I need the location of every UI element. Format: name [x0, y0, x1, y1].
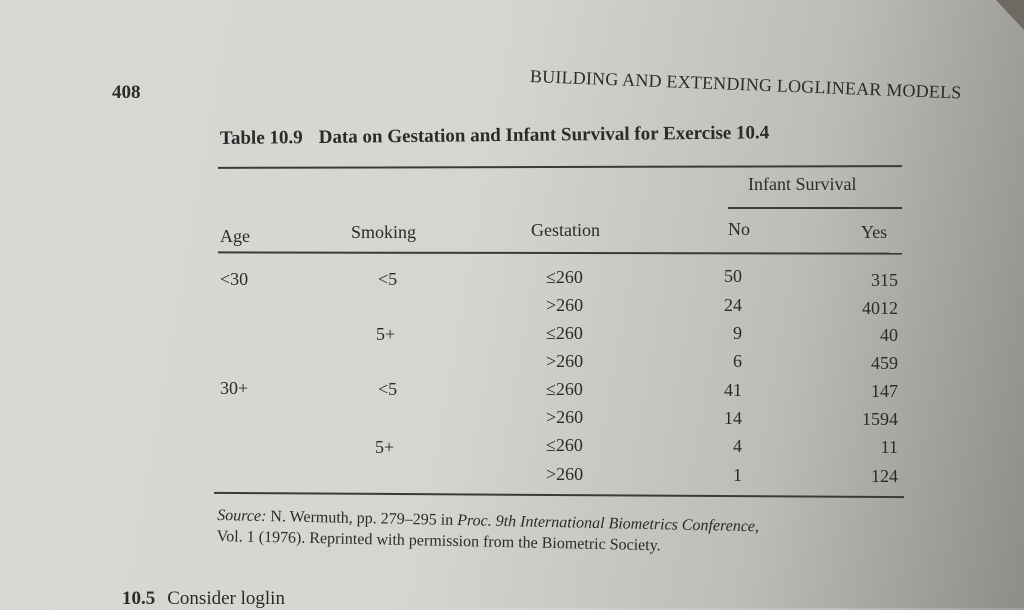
table-caption: Data on Gestation and Infant Survival fo…	[318, 122, 770, 148]
cell-yes: 147	[871, 381, 898, 401]
table-title: Table 10.9 Data on Gestation and Infant S…	[220, 122, 769, 150]
table-label: Table 10.9	[219, 127, 303, 149]
page-number: 408	[112, 82, 141, 103]
cell-gestation: ≤260	[546, 435, 583, 455]
table-source-note: Source: N. Wermuth, pp. 279–295 in Proc.…	[217, 505, 760, 558]
cell-smoking: <5	[378, 269, 398, 289]
exercise-text: Consider loglin	[167, 588, 285, 609]
cell-age: <30	[220, 269, 249, 289]
running-head: BUILDING AND EXTENDING LOGLINEAR MODELS	[529, 66, 962, 103]
cell-gestation: >260	[546, 351, 584, 371]
header-gestation: Gestation	[531, 220, 600, 240]
header-age: Age	[220, 226, 250, 246]
table-bottom-rule	[214, 491, 904, 499]
exercise-number: 10.5	[122, 588, 156, 609]
cell-yes: 124	[871, 466, 898, 486]
next-exercise: 10.5 Consider loglin	[122, 588, 285, 610]
header-yes: Yes	[861, 222, 888, 242]
cell-no: 9	[733, 323, 742, 343]
spanner-rule	[728, 207, 902, 209]
cell-no: 50	[724, 266, 742, 286]
cell-gestation: ≤260	[546, 379, 583, 399]
cell-smoking: 5+	[375, 437, 395, 457]
source-author: N. Wermuth, pp. 279–295 in	[266, 508, 458, 530]
cell-gestation: >260	[546, 407, 584, 427]
cell-smoking: <5	[378, 379, 398, 399]
cell-gestation: >260	[546, 295, 584, 315]
cell-yes: 315	[871, 270, 898, 290]
cell-gestation: ≤260	[546, 267, 583, 287]
cell-no: 6	[733, 351, 742, 371]
header-rule	[217, 251, 903, 255]
header-no: No	[728, 219, 750, 239]
cell-no: 24	[724, 295, 742, 315]
cell-yes: 40	[880, 325, 898, 345]
cell-no: 41	[724, 380, 742, 400]
page-corner-shadow	[996, 0, 1024, 30]
cell-smoking: 5+	[376, 324, 396, 344]
cell-gestation: >260	[546, 464, 584, 484]
cell-no: 4	[733, 436, 742, 456]
header-smoking: Smoking	[351, 222, 417, 242]
cell-no: 1	[733, 465, 742, 485]
source-label: Source:	[217, 507, 267, 526]
cell-yes: 459	[871, 353, 898, 373]
cell-yes: 4012	[862, 298, 898, 318]
cell-yes: 1594	[862, 409, 898, 429]
cell-gestation: ≤260	[546, 323, 583, 343]
cell-age: 30+	[220, 378, 249, 398]
cell-yes: 11	[880, 437, 898, 457]
cell-no: 14	[724, 408, 742, 428]
table-top-rule	[217, 165, 903, 169]
spanner-infant-survival: Infant Survival	[748, 174, 857, 194]
